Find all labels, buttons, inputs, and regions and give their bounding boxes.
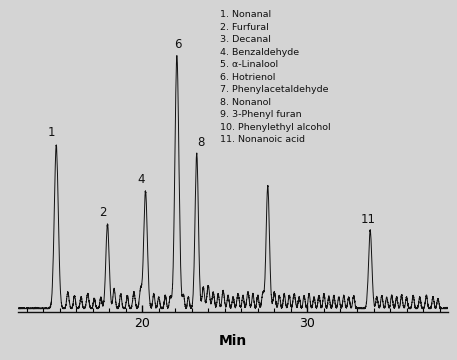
Text: 4: 4	[138, 174, 145, 186]
Text: 1: 1	[48, 126, 55, 139]
X-axis label: Min: Min	[219, 334, 247, 348]
Text: 1. Nonanal
2. Furfural
3. Decanal
4. Benzaldehyde
5. α-Linalool
6. Hotrienol
7. : 1. Nonanal 2. Furfural 3. Decanal 4. Ben…	[220, 10, 331, 144]
Text: 8: 8	[197, 136, 205, 149]
Text: 11: 11	[360, 212, 375, 226]
Text: 6: 6	[174, 38, 181, 51]
Text: 2: 2	[100, 206, 107, 219]
